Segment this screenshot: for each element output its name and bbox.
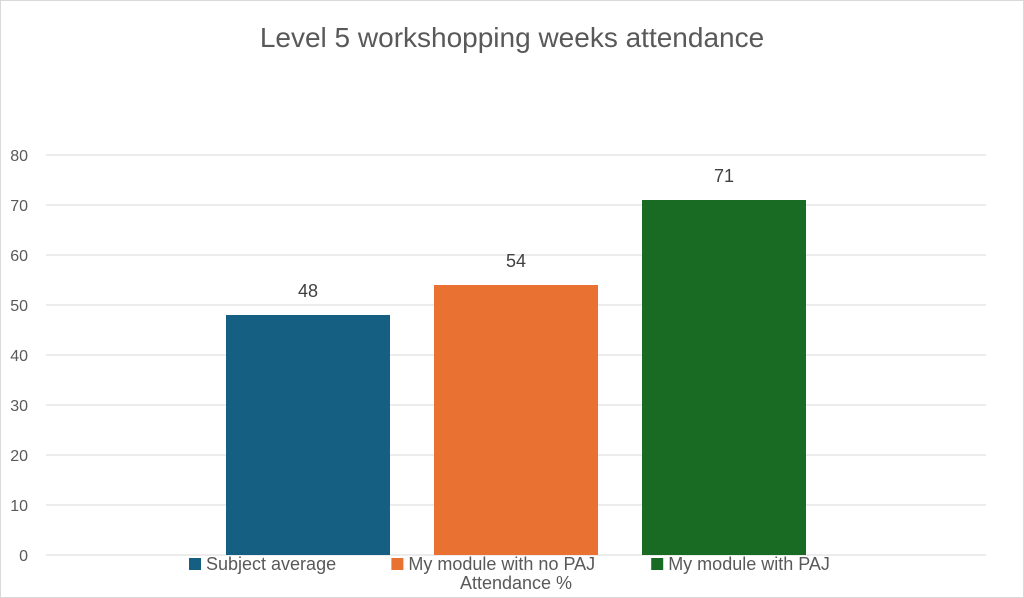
data-label: 54 [506,251,526,271]
legend-swatch [391,558,404,570]
y-tick-label: 30 [10,398,28,415]
y-tick-label: 40 [10,348,28,365]
data-labels: 48 54 71 [298,166,734,301]
y-tick-label: 80 [10,148,28,165]
y-tick-label: 70 [10,198,28,215]
y-tick-label: 20 [10,448,28,465]
data-label: 71 [714,166,734,186]
y-tick-label: 10 [10,498,28,515]
bars [226,200,806,555]
bar-my-module-with-paj [642,200,806,555]
legend-label: My module with PAJ [668,554,830,574]
data-label: 48 [298,281,318,301]
y-tick-label: 50 [10,298,28,315]
legend-swatch [651,558,664,570]
legend-label: Subject average [206,554,336,574]
legend-swatch [189,558,201,570]
y-tick-label: 0 [19,548,28,565]
legend: Subject average My module with no PAJ My m… [189,554,830,574]
bar-subject-average [226,315,390,555]
chart-title: Level 5 workshopping weeks attendance [259,22,765,53]
bar-my-module-with-no-paj [434,285,598,555]
y-axis-ticks: 0 10 20 30 40 50 60 70 80 [10,148,28,565]
legend-label: My module with no PAJ [408,554,595,574]
x-axis-label: Attendance % [460,573,572,593]
y-tick-label: 60 [10,248,28,265]
